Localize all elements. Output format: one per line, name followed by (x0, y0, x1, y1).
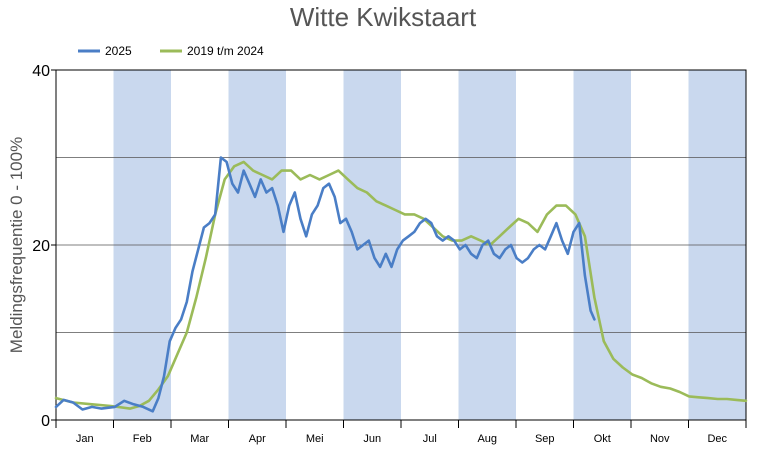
x-tick-label-aug: Aug (477, 433, 497, 445)
y-tick-label: 40 (32, 63, 50, 80)
x-axis: Jan Feb Mar Apr Mei Jun Jul Aug Sep Okt Nov Dec (55, 420, 747, 445)
legend: 2025 2019 t/m 2024 (78, 44, 264, 58)
x-tick-label-apr: Apr (249, 433, 266, 445)
y-tick-label: 0 (41, 413, 50, 430)
x-tick-label-nov: Nov (650, 433, 670, 445)
series-line-2019-2024 (54, 160, 748, 410)
x-tick-label-mei: Mei (306, 433, 324, 445)
x-tick-label-jan: Jan (76, 433, 94, 445)
x-tick-label-mar: Mar (190, 433, 209, 445)
x-tick-label-dec: Dec (707, 433, 727, 445)
y-tick-label: 20 (32, 238, 50, 255)
x-tick-label-jul: Jul (423, 433, 437, 445)
series-line-2025 (54, 156, 596, 413)
legend-label: 2025 (105, 44, 132, 58)
x-tick-label-okt: Okt (594, 433, 611, 445)
x-tick-label-feb: Feb (133, 433, 152, 445)
chart-title: Witte Kwikstaart (290, 2, 477, 32)
legend-label: 2019 t/m 2024 (187, 44, 264, 58)
y-axis-label: Meldingsfrequentie 0 - 100% (7, 137, 26, 353)
x-tick-label-jun: Jun (363, 433, 381, 445)
y-axis: 0 20 40 (32, 63, 56, 430)
x-tick-label-sep: Sep (535, 433, 555, 445)
series-lines (54, 156, 748, 413)
